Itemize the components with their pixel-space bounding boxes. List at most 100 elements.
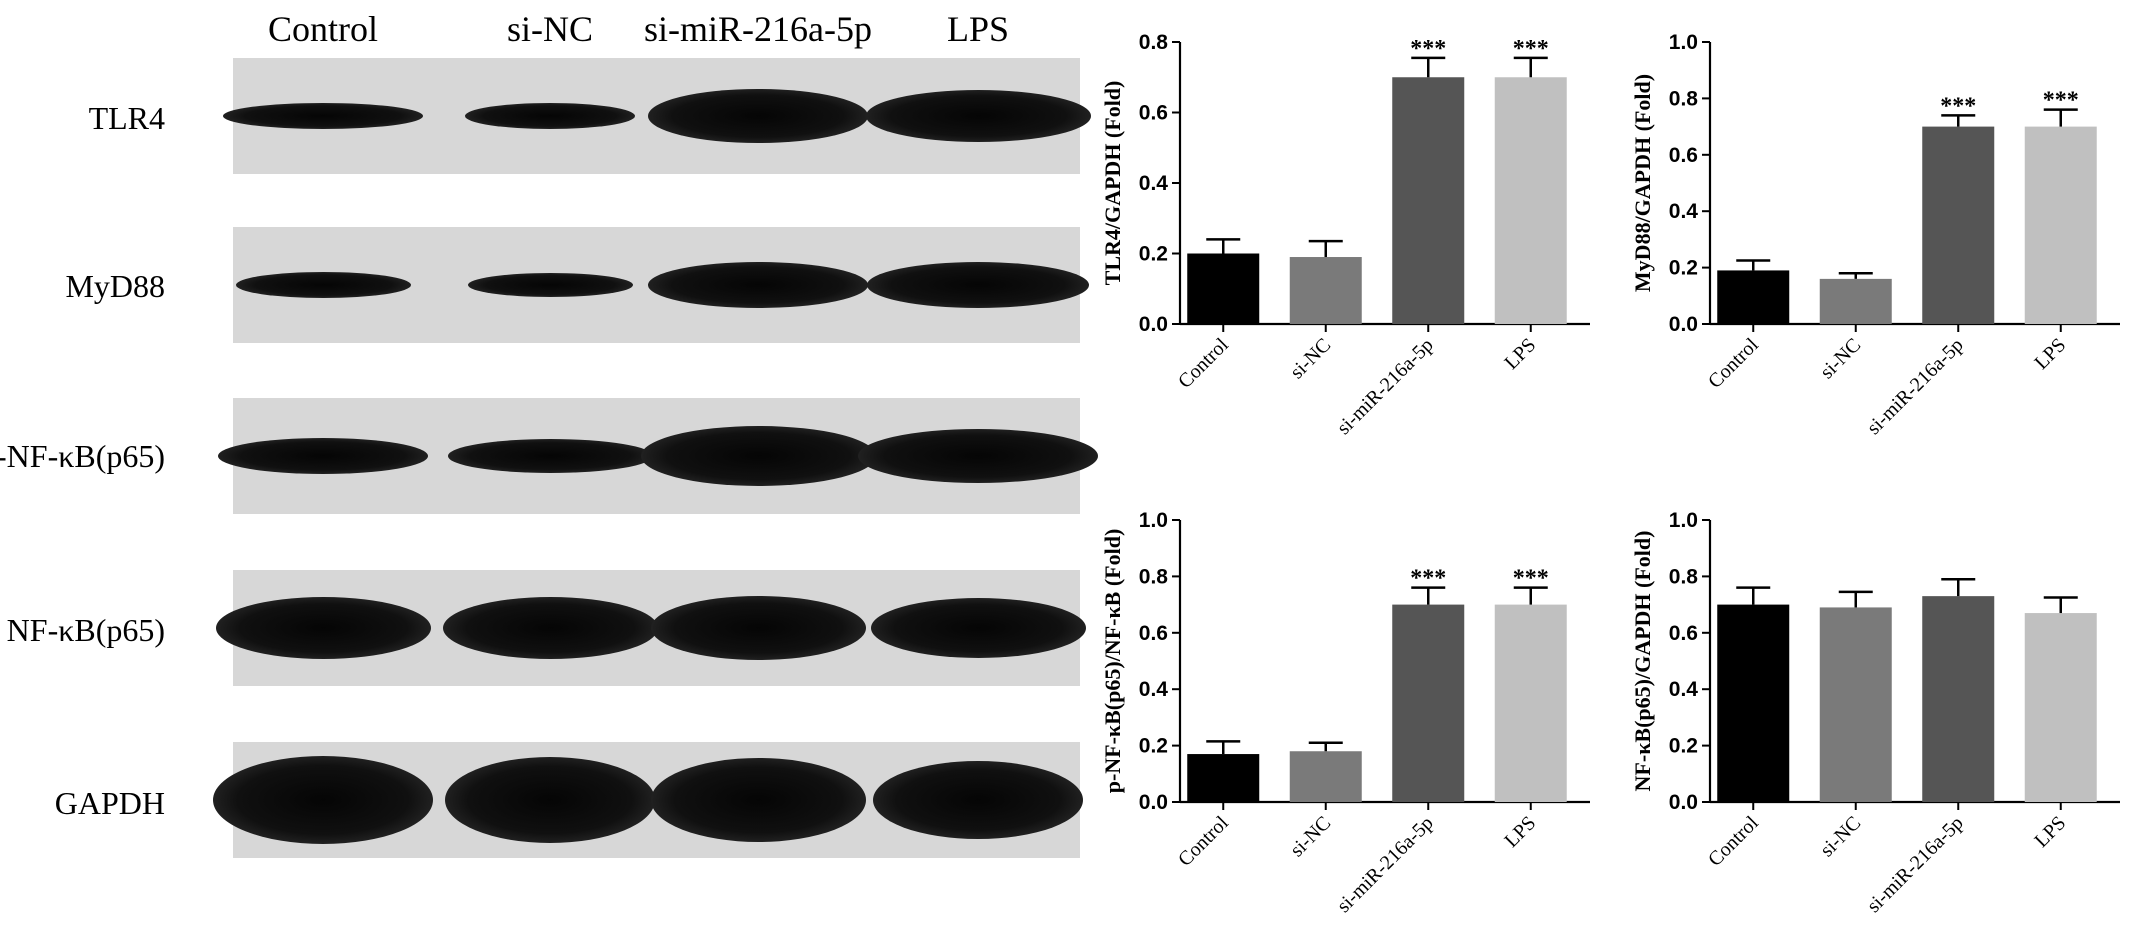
blot-band-nf-kb-1 (442, 597, 658, 659)
y-tick-label: 1.0 (1669, 31, 1698, 54)
myd88-chart: 0.0 0.2 0.4 0.6 0.8 1.0 MyD88/GAPDH (Fold) Cont… (1630, 31, 2120, 439)
blot-band-gapdh-3 (873, 761, 1083, 839)
bar-lps (1494, 77, 1567, 324)
lane-label-si-mir-216a-5p: si-miR-216a-5p (644, 9, 872, 49)
blot-label-p-nf-kb: p-NF-κB(p65) (0, 438, 165, 474)
y-tick-label: 0.0 (1139, 313, 1168, 336)
y-tick-label: 0.2 (1139, 735, 1168, 758)
blot-band-tlr4-2 (648, 89, 868, 143)
y-tick-label: 0.8 (1669, 87, 1699, 110)
blot-band-tlr4-3 (865, 90, 1091, 142)
bar-si-nc (1289, 751, 1362, 802)
x-tick-label: si-NC (1816, 812, 1865, 861)
y-tick-label: 0.8 (1139, 565, 1169, 588)
bar-lps (1494, 604, 1567, 802)
bar-si-mir-216a-5p (1922, 596, 1995, 802)
bar-si-nc (1819, 607, 1892, 802)
lane-label-lps: LPS (946, 9, 1010, 49)
bar-si-mir-216a-5p (1922, 126, 1995, 324)
blot-band-tlr4-0 (223, 103, 423, 129)
x-tick-label: si-miR-216a-5p (1333, 334, 1438, 439)
y-tick-label: 1.0 (1669, 509, 1698, 532)
y-axis-label: NF-κB(p65)/GAPDH (Fold) (1630, 531, 1655, 792)
y-tick-label: 0.4 (1139, 172, 1169, 195)
y-tick-label: 0.2 (1669, 257, 1698, 280)
y-tick-label: 0.8 (1669, 565, 1699, 588)
bar-lps (2024, 126, 2097, 324)
y-tick-label: 0.0 (1669, 313, 1698, 336)
x-tick-label: Control (1174, 334, 1233, 393)
p-nf-kb-chart: 0.0 0.2 0.4 0.6 0.8 1.0 p-NF-κB(p65)/NF-κB (Fo… (1100, 509, 1590, 917)
blot-strip-myd88 (233, 227, 1089, 343)
bar-control (1187, 253, 1260, 324)
y-axis-label: TLR4/GAPDH (Fold) (1100, 81, 1125, 286)
y-axis-label: MyD88/GAPDH (Fold) (1630, 74, 1655, 292)
y-tick-label: 0.2 (1669, 735, 1698, 758)
nf-kb-chart: 0.0 0.2 0.4 0.6 0.8 1.0 NF-κB(p65)/GAPDH (Fold… (1630, 509, 2120, 917)
x-tick-label: LPS (2030, 334, 2070, 374)
bar-lps (2024, 613, 2097, 802)
x-tick-label: si-NC (1816, 334, 1865, 383)
western-blot-panel: Control si-NC si-miR-216a-5p LPS TLR4 My… (0, 9, 1098, 858)
y-tick-label: 0.2 (1139, 243, 1168, 266)
significance-marker: *** (1513, 566, 1549, 592)
bar-si-mir-216a-5p (1392, 77, 1465, 324)
y-tick-label: 0.4 (1669, 678, 1699, 701)
blot-label-nf-kb: NF-κB(p65) (6, 612, 165, 648)
y-tick-label: 0.0 (1139, 791, 1168, 814)
blot-band-gapdh-1 (445, 757, 655, 843)
blot-strip-nf-kb (215, 570, 1086, 686)
significance-marker: *** (1410, 566, 1446, 592)
x-tick-label: Control (1704, 334, 1763, 393)
y-tick-label: 0.6 (1669, 622, 1698, 645)
blot-band-p-nf-kb-2 (640, 426, 876, 486)
x-tick-label: si-NC (1286, 334, 1335, 383)
x-tick-label: si-miR-216a-5p (1863, 334, 1968, 439)
bar-si-mir-216a-5p (1392, 604, 1465, 802)
blot-band-nf-kb-2 (650, 596, 866, 660)
tlr4-chart: 0.0 0.2 0.4 0.6 0.8 TLR4/GAPDH (Fold) Control s… (1100, 31, 1590, 439)
blot-band-p-nf-kb-0 (218, 438, 428, 474)
bar-control (1717, 270, 1790, 324)
blot-band-gapdh-0 (213, 756, 433, 844)
blot-strip-gapdh (213, 742, 1083, 858)
blot-band-myd88-3 (867, 262, 1089, 308)
blot-band-gapdh-2 (650, 758, 866, 842)
x-tick-label: si-miR-216a-5p (1333, 812, 1438, 917)
bar-control (1187, 754, 1260, 802)
blot-label-myd88: MyD88 (65, 268, 165, 304)
x-tick-label: LPS (2030, 812, 2070, 852)
significance-marker: *** (2043, 88, 2079, 114)
y-tick-label: 0.6 (1139, 622, 1168, 645)
blot-band-myd88-2 (648, 262, 868, 308)
blot-band-p-nf-kb-3 (858, 429, 1098, 483)
x-tick-label: LPS (1500, 334, 1540, 374)
bar-si-nc (1819, 278, 1892, 324)
blot-band-myd88-1 (467, 273, 633, 297)
blot-band-p-nf-kb-1 (447, 439, 653, 473)
blot-band-myd88-0 (235, 272, 411, 298)
y-tick-label: 0.8 (1139, 31, 1169, 54)
y-tick-label: 1.0 (1139, 509, 1168, 532)
significance-marker: *** (1940, 93, 1976, 119)
significance-marker: *** (1513, 36, 1549, 62)
x-tick-label: Control (1174, 812, 1233, 871)
blot-band-nf-kb-3 (870, 598, 1086, 658)
y-tick-label: 0.0 (1669, 791, 1698, 814)
x-tick-label: si-miR-216a-5p (1863, 812, 1968, 917)
bar-si-nc (1289, 257, 1362, 324)
lane-label-control: Control (267, 9, 379, 49)
lane-label-si-nc: si-NC (506, 9, 594, 49)
blot-band-nf-kb-0 (215, 597, 431, 659)
y-tick-label: 0.6 (1669, 144, 1698, 167)
bar-control (1717, 604, 1790, 802)
y-tick-label: 0.6 (1139, 102, 1168, 125)
x-tick-label: Control (1704, 812, 1763, 871)
y-tick-label: 0.4 (1669, 200, 1699, 223)
y-axis-label: p-NF-κB(p65)/NF-κB (Fold) (1100, 529, 1125, 794)
significance-marker: *** (1410, 36, 1446, 62)
blot-band-tlr4-1 (465, 103, 635, 129)
blot-strip-tlr4 (223, 58, 1091, 174)
blot-strip-p-nf-kb (218, 398, 1098, 514)
blot-label-gapdh: GAPDH (54, 785, 165, 821)
